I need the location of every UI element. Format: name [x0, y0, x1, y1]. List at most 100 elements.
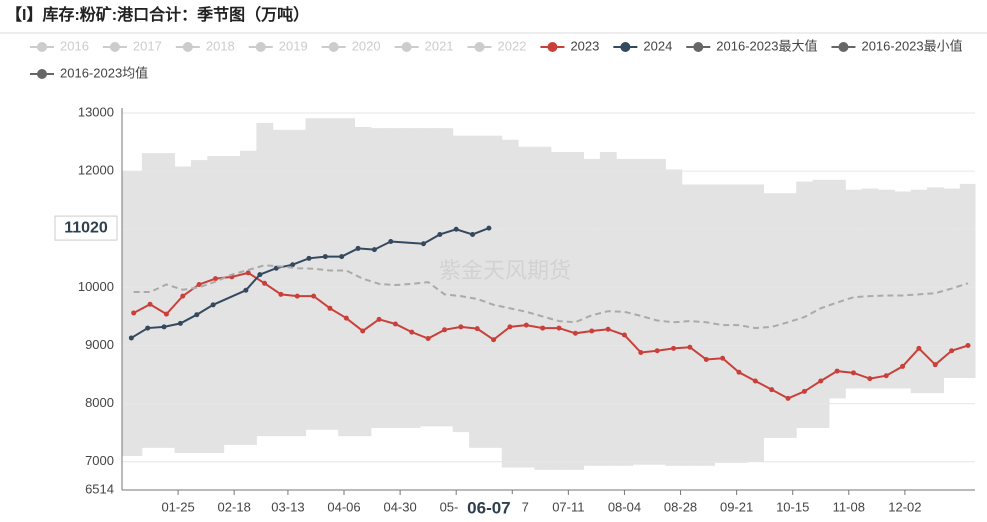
legend-label: 2023 [570, 38, 599, 53]
band-segment [910, 189, 928, 394]
point [128, 335, 134, 341]
legend-item: 2021 [394, 38, 454, 53]
band-segment [927, 187, 944, 394]
band-segment [894, 191, 912, 389]
legend-dot [37, 42, 47, 52]
point [867, 376, 873, 382]
band-segment [665, 169, 683, 466]
point [371, 247, 377, 253]
band-segment [648, 158, 666, 465]
legend-item: 2017 [102, 38, 162, 53]
point [470, 231, 476, 237]
y-tick-label: 7000 [85, 453, 114, 468]
average-line [133, 264, 969, 330]
point [801, 388, 807, 394]
pointer-x-label: 06-07 [467, 498, 510, 517]
point [507, 324, 513, 330]
legend-dot [620, 42, 631, 52]
point [194, 312, 200, 318]
point [949, 348, 955, 354]
band-segment [321, 118, 339, 430]
legend-item: 2020 [321, 38, 381, 53]
point [442, 327, 448, 333]
point [589, 328, 595, 334]
legend-item: 2023 [540, 38, 599, 53]
point [196, 281, 202, 287]
band-segment [812, 179, 830, 429]
y-tick-label: 8000 [85, 395, 114, 410]
band-segment [256, 122, 274, 437]
point [523, 322, 529, 328]
pointer-y-box [54, 215, 118, 241]
x-tick-label: 11-08 [833, 499, 865, 514]
band-segment [223, 156, 241, 445]
point [161, 324, 167, 330]
legend-label: 2016-2023均值 [60, 65, 148, 80]
y-tick-label: 13000 [78, 104, 114, 119]
point [785, 395, 791, 401]
band-segment [845, 189, 863, 389]
legend-item: 2018 [175, 38, 235, 53]
band-segment [387, 128, 405, 429]
band-segment [338, 118, 356, 437]
range-band [122, 118, 976, 470]
legend-dot [547, 42, 558, 52]
band-segment [240, 150, 257, 445]
point [654, 348, 660, 354]
point [605, 326, 611, 332]
x-tick-label: 09-21 [720, 499, 753, 514]
band-segment [632, 158, 650, 465]
point [257, 272, 263, 278]
x-tick-label: 08-04 [608, 499, 641, 514]
x-tick-label: 07-11 [552, 499, 584, 514]
band-segment [714, 184, 732, 463]
legend-dot [401, 42, 412, 52]
point [177, 320, 183, 326]
band-segment [289, 129, 306, 437]
point [409, 329, 415, 335]
point [671, 345, 677, 351]
point [834, 368, 840, 374]
point [145, 325, 151, 331]
point [474, 326, 480, 332]
x-tick-label: 10-15 [776, 499, 809, 514]
point [486, 225, 492, 231]
band-segment [501, 139, 519, 468]
point [453, 226, 459, 232]
point [147, 301, 153, 307]
point [210, 302, 216, 308]
y-tick-label: 12000 [78, 163, 114, 178]
band-segment [567, 151, 585, 470]
point [916, 345, 922, 351]
point [638, 349, 644, 355]
x-tick-label: 08-28 [664, 499, 697, 514]
point [850, 370, 856, 376]
legend-item: 2024 [613, 38, 672, 53]
point [294, 293, 300, 299]
point [458, 324, 464, 330]
band-segment [272, 129, 290, 437]
legend-label: 2018 [206, 38, 235, 53]
band-segment [583, 158, 601, 466]
x-tick-label: 04-30 [383, 499, 416, 514]
band-segment [370, 128, 388, 429]
legend-dot [328, 42, 339, 52]
point [540, 325, 546, 331]
band-segment [534, 146, 552, 470]
band-segment [305, 118, 323, 430]
band-segment [959, 183, 976, 379]
y-tick-label: 10000 [78, 279, 114, 294]
band-segment [828, 179, 846, 399]
point [965, 343, 971, 349]
band-segment [403, 128, 421, 429]
point [392, 321, 398, 327]
point [262, 280, 268, 286]
series-line [133, 271, 969, 400]
legend-dot [37, 69, 47, 79]
point [437, 231, 443, 237]
y-tick-label: 9000 [85, 337, 114, 352]
x-tick-label: 01-25 [161, 499, 194, 514]
band-segment [747, 184, 765, 462]
pointer-y-label: 11020 [64, 219, 108, 236]
